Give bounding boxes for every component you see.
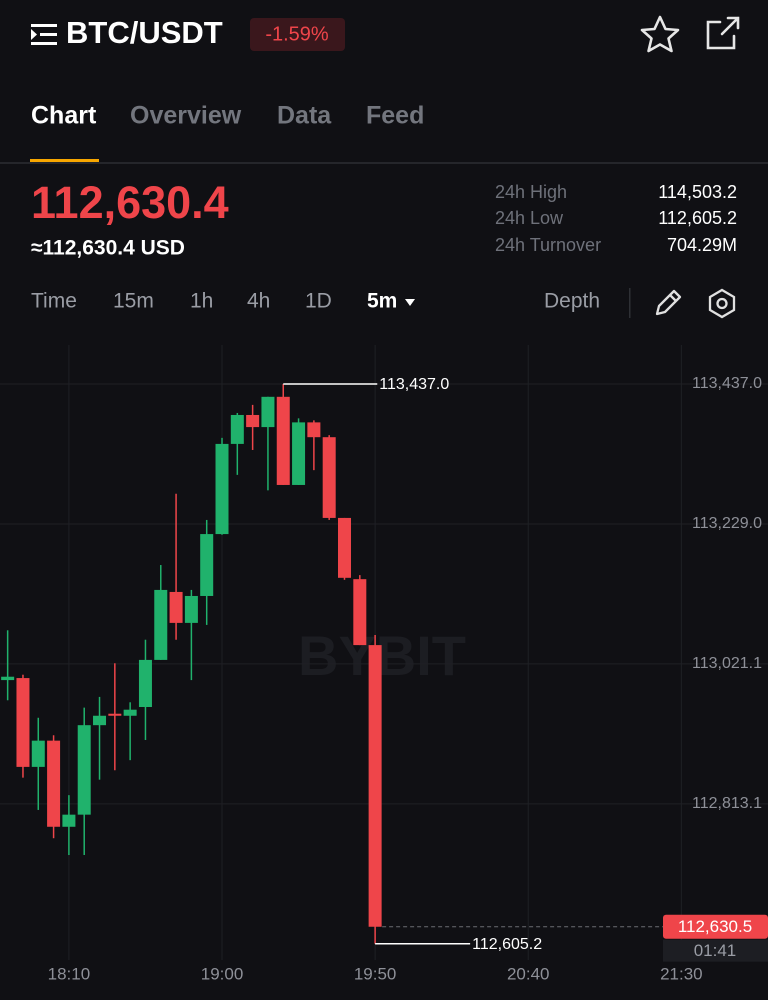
menu-bar	[31, 42, 57, 45]
stat-label: 24h Low	[495, 208, 564, 228]
candle-body	[307, 422, 321, 438]
y-tick-label: 113,021.1	[692, 655, 762, 672]
countdown: 01:41	[694, 941, 737, 960]
stat-label: 24h Turnover	[495, 235, 601, 255]
dropdown-caret	[405, 299, 415, 306]
share-icon[interactable]	[706, 16, 740, 50]
candle-body	[77, 725, 91, 815]
tab[interactable]: Chart	[31, 102, 97, 130]
x-tick-label: 18:10	[48, 964, 91, 983]
candle-body	[154, 589, 168, 660]
stat-value: 114,503.2	[658, 182, 737, 202]
x-tick-label: 19:00	[201, 964, 244, 983]
y-tick-label: 112,813.1	[692, 795, 762, 812]
interval[interactable]: 15m	[113, 290, 154, 313]
stat-value: 704.29M	[667, 235, 737, 255]
price-tag-box	[663, 914, 768, 939]
last-price: 112,630.4	[31, 177, 229, 228]
symbol[interactable]: BTC/USDT	[66, 15, 223, 50]
menu-arrow	[31, 29, 37, 40]
interval[interactable]: 1D	[305, 290, 332, 313]
candle-body	[338, 517, 351, 578]
share-box	[706, 20, 736, 50]
candle-body	[1, 676, 15, 681]
settings-dot	[716, 297, 728, 310]
candle-body	[108, 713, 122, 716]
depth[interactable]: Depth	[544, 290, 600, 313]
tab-indicator	[30, 159, 99, 162]
settings-hex	[708, 288, 736, 319]
tab[interactable]: Data	[277, 102, 332, 130]
y-tick-label: 113,437.0	[692, 375, 762, 392]
candle-body	[368, 645, 382, 927]
interval-active[interactable]: 5m	[367, 290, 397, 313]
countdown-box	[663, 939, 768, 962]
candle-body	[353, 579, 367, 646]
interval[interactable]: 4h	[247, 290, 270, 313]
candle-body	[123, 709, 137, 716]
x-tick-label: 21:30	[660, 964, 703, 983]
price-tag-label: 112,630.5	[678, 917, 752, 936]
interval[interactable]: Time	[31, 290, 77, 313]
menu-icon[interactable]	[31, 24, 57, 45]
candle-body	[200, 534, 214, 596]
menu-bar	[31, 24, 57, 27]
candle-body	[322, 437, 336, 518]
candle-body	[169, 591, 183, 623]
tab[interactable]: Overview	[130, 102, 242, 130]
change-badge	[250, 18, 345, 51]
candle-body	[246, 414, 260, 428]
settings-icon[interactable]	[708, 288, 736, 319]
candle-body	[16, 678, 30, 767]
candle-body	[47, 740, 61, 827]
tab[interactable]: Feed	[366, 102, 424, 130]
watermark: BYBIT	[298, 624, 466, 687]
interval[interactable]: 1h	[190, 290, 213, 313]
stat-label: 24h High	[495, 182, 567, 202]
candle-body	[93, 715, 107, 726]
max-marker-label: 113,437.0	[379, 376, 449, 393]
candle-body	[62, 814, 76, 827]
candle-body	[31, 740, 45, 767]
toolbar-divider	[629, 288, 631, 318]
candle-body	[261, 396, 275, 428]
stat-value: 112,605.2	[658, 208, 737, 228]
x-tick-label: 20:40	[507, 964, 550, 983]
menu-bar	[40, 33, 57, 36]
x-tick-label: 19:50	[354, 964, 397, 983]
change: -1.59%	[265, 23, 329, 45]
min-marker-label: 112,605.2	[472, 936, 542, 953]
draw-icon[interactable]	[655, 289, 682, 316]
usd-price: ≈112,630.4 USD	[31, 237, 185, 260]
separator	[0, 162, 768, 164]
favorite-icon[interactable]	[640, 15, 680, 53]
y-tick-label: 113,229.0	[692, 515, 762, 532]
share-arrow	[720, 16, 740, 36]
candle-body	[215, 443, 229, 535]
chart: BYBIT 113,437.0 113,229.0 113,021.1 112,813.…	[0, 345, 768, 983]
candle-body	[292, 422, 306, 485]
candle-body	[230, 414, 244, 444]
candle-body	[276, 396, 290, 485]
candle-body	[184, 595, 198, 623]
candle-body	[138, 659, 152, 708]
